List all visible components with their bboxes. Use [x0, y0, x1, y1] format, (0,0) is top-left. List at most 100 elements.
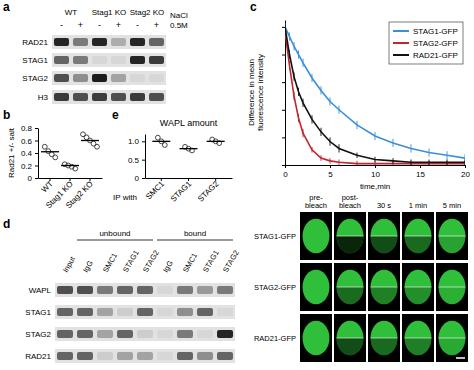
bleached-region: [337, 338, 364, 355]
tick: 15: [416, 165, 425, 179]
tick: [282, 55, 285, 56]
band: [130, 74, 145, 82]
lane-label: -: [98, 20, 101, 30]
tick: 0: [28, 174, 38, 183]
band: [92, 74, 107, 82]
image-cell: [334, 212, 366, 260]
band: [97, 286, 113, 294]
row-label: STAG2-GFP: [254, 283, 296, 292]
image-bg: [402, 263, 434, 311]
tick-mark: [282, 82, 285, 83]
bleach-edge: [405, 338, 432, 339]
tick-mark: [375, 165, 376, 168]
tick-mark: [282, 137, 285, 138]
band: [92, 38, 107, 46]
band: [54, 74, 69, 82]
band: [197, 286, 213, 294]
nucleus: [371, 321, 398, 356]
panel-label: b: [3, 108, 10, 122]
tick-label: 0.8: [21, 124, 33, 133]
row-label: STAG1: [25, 308, 51, 317]
group-label: Stag2 KO: [130, 8, 165, 17]
band: [117, 286, 133, 294]
tick-label: Stag2 KO: [64, 179, 95, 210]
bleached-region: [371, 338, 398, 355]
tick-label: 10: [371, 170, 380, 179]
tick: Stag2 KO: [64, 178, 95, 210]
tick-mark: [282, 27, 285, 28]
legend: STAG1-GFPSTAG2-GFPRAD21-GFP: [389, 22, 463, 64]
row-label: RAD21-GFP: [254, 334, 296, 343]
band: [130, 56, 145, 64]
lane-label: IgG: [161, 259, 175, 274]
median: [81, 140, 99, 141]
bleach-edge: [337, 338, 364, 339]
image-cell: [300, 314, 332, 362]
tick-mark: [35, 153, 38, 154]
panel-label: a: [3, 0, 10, 14]
y-axis: 00.20.40.60.8: [21, 124, 39, 183]
tick-label: 0: [135, 174, 140, 183]
column-label: 30 s: [377, 201, 391, 210]
x-axis: SMC1STAG1STAG2: [144, 178, 232, 204]
tick-mark: [142, 178, 145, 179]
row-label: STAG1-GFP: [254, 232, 296, 241]
band: [157, 352, 173, 360]
blot-strip: [55, 283, 235, 297]
blot-strip: [55, 349, 235, 363]
plot-area: [41, 132, 99, 171]
error-bar: [312, 115, 313, 123]
image-cell: [436, 263, 468, 311]
image-bg: [402, 212, 434, 260]
tick-mark: [35, 128, 38, 129]
row-label: RAD21: [22, 38, 48, 47]
tick: 5: [328, 165, 333, 179]
error-bar: [289, 61, 290, 69]
band: [77, 308, 93, 316]
scale-bar: [456, 357, 465, 359]
tick-label: STAG1: [169, 179, 194, 204]
error-bar: [285, 23, 286, 31]
tick: SMC1: [144, 178, 166, 201]
band: [57, 286, 73, 294]
group-label: bound: [184, 229, 206, 238]
band: [157, 330, 173, 338]
tick-mark: [465, 165, 466, 168]
band: [73, 56, 88, 64]
band: [77, 330, 93, 338]
series-line: [285, 27, 465, 158]
legend-box: [389, 22, 463, 64]
bleached-region: [439, 236, 466, 253]
image-bg: [300, 212, 332, 260]
band: [177, 330, 193, 338]
x-axis: WTStag1 KOStag2 KO: [39, 178, 103, 210]
error-bar: [339, 159, 340, 165]
band: [97, 308, 113, 316]
column-label: 5 min: [443, 201, 461, 210]
row-label: H3: [38, 93, 49, 102]
error-bar: [375, 132, 376, 140]
nucleus: [405, 270, 432, 305]
bleached-region: [405, 338, 432, 355]
tick-mark: [142, 160, 145, 161]
tick-mark: [282, 55, 285, 56]
error-bar: [330, 97, 331, 105]
lane-label: +: [154, 20, 159, 30]
image-cell: [436, 314, 468, 362]
error-bar: [312, 74, 313, 82]
tick: 0: [135, 174, 145, 183]
image-cell: [300, 212, 332, 260]
bleached-region: [371, 236, 398, 253]
panel-label: c: [250, 0, 257, 14]
point: [73, 166, 78, 171]
error-bar: [339, 106, 340, 114]
row-label: STAG1: [22, 56, 48, 65]
image-cell: [334, 314, 366, 362]
tick-label: 0: [283, 170, 288, 179]
bleach-edge: [439, 287, 466, 288]
image-cell: [402, 263, 434, 311]
median: [61, 165, 79, 166]
image-bg: [334, 212, 366, 260]
bleached-region: [371, 287, 398, 304]
tick: [282, 82, 285, 83]
